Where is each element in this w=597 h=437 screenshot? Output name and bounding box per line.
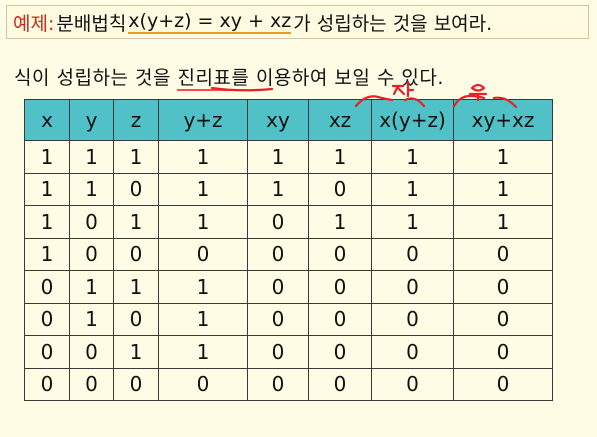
cell-y-plus-z: 1: [158, 205, 248, 239]
cell-x: 1: [24, 172, 70, 206]
cell-y-plus-z: 0: [158, 367, 248, 401]
cell-x-times-y-plus-z: 0: [371, 237, 454, 271]
cell-x-times-y-plus-z: 0: [371, 302, 454, 336]
cell-z: 1: [113, 140, 159, 174]
cell-xy: 0: [247, 367, 309, 401]
cell-y: 1: [69, 172, 114, 206]
cell-y-plus-z: 1: [158, 335, 248, 369]
header-xz: xz: [308, 99, 372, 141]
cell-y-plus-z: 1: [158, 302, 248, 336]
cell-z: 1: [113, 205, 159, 239]
cell-xz: 0: [308, 302, 372, 336]
cell-x-times-y-plus-z: 0: [371, 367, 454, 401]
header-x-times-y-plus-z: x(y+z): [371, 99, 454, 141]
cell-z: 0: [113, 367, 159, 401]
cell-z: 0: [113, 172, 159, 206]
truth-table-term: 진리표: [177, 67, 232, 91]
cell-x: 1: [24, 237, 70, 271]
cell-x: 0: [24, 302, 70, 336]
cell-xy-plus-xz: 0: [453, 237, 553, 271]
cell-z: 0: [113, 237, 159, 271]
cell-xz: 1: [308, 140, 372, 174]
cell-y-plus-z: 1: [158, 140, 248, 174]
cell-xz: 0: [308, 335, 372, 369]
cell-y-plus-z: 0: [158, 237, 248, 271]
cell-y: 1: [69, 302, 114, 336]
cell-z: 1: [113, 270, 159, 304]
cell-y: 1: [69, 140, 114, 174]
header-y: y: [69, 99, 114, 141]
header-z: z: [113, 99, 159, 141]
cell-x: 1: [24, 205, 70, 239]
cell-x: 1: [24, 140, 70, 174]
cell-x-times-y-plus-z: 1: [371, 205, 454, 239]
cell-xy: 0: [247, 335, 309, 369]
cell-y: 0: [69, 335, 114, 369]
cell-xy: 0: [247, 237, 309, 271]
cell-x-times-y-plus-z: 0: [371, 335, 454, 369]
cell-xz: 0: [308, 367, 372, 401]
cell-xy-plus-xz: 1: [453, 205, 553, 239]
intro-part-1: 식이 성립하는 것을: [14, 67, 178, 89]
example-before-text: 분배법칙: [56, 12, 127, 35]
cell-xy-plus-xz: 0: [453, 335, 553, 369]
intro-sentence: 식이 성립하는 것을 진리표를 이용하여 보일 수 있다.: [14, 63, 444, 91]
header-xy: xy: [247, 99, 309, 141]
cell-x-times-y-plus-z: 1: [371, 172, 454, 206]
example-after-text: 가 성립하는 것을 보여라.: [293, 12, 493, 35]
header-x: x: [24, 99, 70, 141]
cell-x-times-y-plus-z: 1: [371, 140, 454, 174]
cell-xy: 0: [247, 270, 309, 304]
cell-y-plus-z: 1: [158, 172, 248, 206]
cell-xz: 0: [308, 172, 372, 206]
cell-y: 1: [69, 270, 114, 304]
cell-xy-plus-xz: 0: [453, 270, 553, 304]
cell-xy-plus-xz: 0: [453, 302, 553, 336]
intro-part-2: 를 이용하여 보일 수 있다.: [231, 67, 444, 89]
cell-xy: 0: [247, 302, 309, 336]
cell-xz: 1: [308, 205, 372, 239]
cell-xy-plus-xz: 0: [453, 367, 553, 401]
cell-x: 0: [24, 335, 70, 369]
example-title-box: 예제: 분배법칙 x(y+z) = xy + xz 가 성립하는 것을 보여라.: [6, 5, 589, 39]
cell-y: 0: [69, 237, 114, 271]
cell-xy: 0: [247, 205, 309, 239]
cell-x-times-y-plus-z: 0: [371, 270, 454, 304]
distributive-formula: x(y+z) = xy + xz: [128, 10, 292, 34]
header-y-plus-z: y+z: [158, 99, 248, 141]
cell-z: 0: [113, 302, 159, 336]
cell-xz: 0: [308, 270, 372, 304]
cell-xy: 1: [247, 140, 309, 174]
cell-xy: 1: [247, 172, 309, 206]
truth-table-header-row: x y z y+z xy xz x(y+z) xy+xz: [24, 99, 553, 141]
cell-y-plus-z: 1: [158, 270, 248, 304]
cell-z: 1: [113, 335, 159, 369]
header-xy-plus-xz: xy+xz: [453, 99, 553, 141]
cell-y: 0: [69, 205, 114, 239]
cell-x: 0: [24, 367, 70, 401]
cell-xy-plus-xz: 1: [453, 140, 553, 174]
cell-y: 0: [69, 367, 114, 401]
cell-xz: 0: [308, 237, 372, 271]
example-label: 예제:: [13, 12, 55, 35]
cell-x: 0: [24, 270, 70, 304]
right-handwritten-glyph: [468, 83, 488, 102]
cell-xy-plus-xz: 1: [453, 172, 553, 206]
